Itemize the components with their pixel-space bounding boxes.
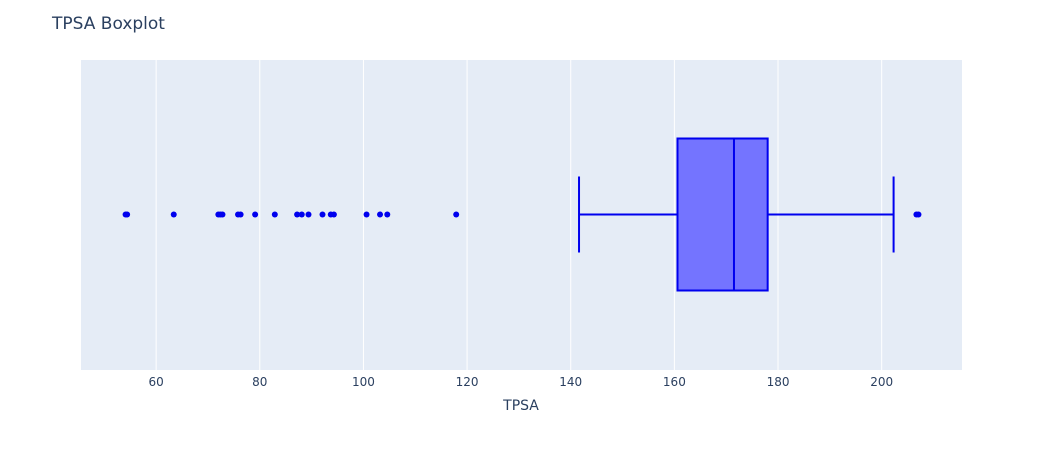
outlier-point-11 [298, 211, 305, 218]
outlier-point-18 [384, 211, 391, 218]
x-tick-label-60: 60 [149, 375, 164, 389]
x-tick-label-100: 100 [352, 375, 375, 389]
x-tick-label-80: 80 [252, 375, 267, 389]
x-axis-title: TPSA [502, 398, 539, 414]
outlier-point-7 [237, 211, 244, 218]
outlier-point-19 [453, 211, 460, 218]
outlier-point-9 [271, 211, 278, 218]
outlier-point-10 [294, 211, 301, 218]
outlier-points [122, 211, 922, 218]
iqr-box [676, 137, 769, 292]
outlier-point-8 [252, 211, 259, 218]
chart-title: TPSA Boxplot [51, 14, 165, 34]
outlier-point-17 [377, 211, 384, 218]
x-axis-ticks: 60 80 100 120 140 160 180 200 [149, 375, 894, 389]
outlier-point-21 [915, 211, 922, 218]
x-tick-label-160: 160 [663, 375, 686, 389]
x-tick-label-140: 140 [559, 375, 582, 389]
outlier-point-1 [124, 211, 131, 218]
outlier-point-16 [363, 211, 370, 218]
box-trace [578, 137, 895, 292]
outlier-point-13 [319, 211, 326, 218]
x-tick-label-120: 120 [456, 375, 479, 389]
outlier-point-5 [219, 211, 226, 218]
x-tick-label-200: 200 [870, 375, 893, 389]
outlier-point-12 [305, 211, 312, 218]
outlier-point-2 [170, 211, 177, 218]
outlier-point-15 [330, 211, 337, 218]
x-tick-label-180: 180 [767, 375, 790, 389]
